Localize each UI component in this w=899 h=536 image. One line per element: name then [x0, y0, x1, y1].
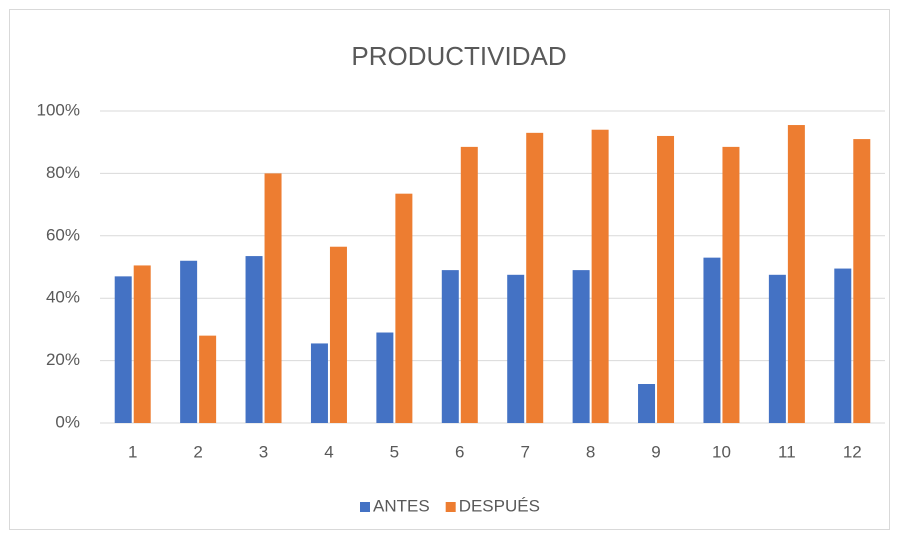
bar: [460, 146, 478, 423]
bar: [329, 246, 347, 423]
legend-swatch: [445, 502, 456, 512]
y-tick-label: 60%: [46, 225, 80, 244]
chart-title: PRODUCTIVIDAD: [351, 41, 566, 71]
bar: [180, 260, 198, 423]
bar: [199, 335, 217, 423]
y-tick-label: 40%: [46, 288, 80, 307]
bar: [310, 343, 328, 423]
x-tick-label: 1: [128, 442, 137, 461]
bar: [395, 193, 413, 423]
legend-swatch: [360, 502, 370, 512]
bar: [507, 274, 525, 423]
bar: [768, 274, 786, 423]
bar: [245, 256, 263, 423]
legend-label: DESPUÉS: [459, 496, 540, 515]
bar: [722, 146, 740, 423]
x-tick-label: 8: [586, 442, 595, 461]
y-tick-label: 80%: [46, 163, 80, 182]
x-tick-label: 4: [324, 442, 333, 461]
x-tick-label: 6: [455, 442, 464, 461]
bar: [787, 125, 805, 423]
bar: [133, 265, 151, 423]
bar: [638, 384, 656, 423]
bar: [572, 270, 590, 423]
x-tick-label: 9: [651, 442, 660, 461]
bar: [376, 332, 394, 423]
x-tick-label: 7: [520, 442, 529, 461]
legend-label: ANTES: [373, 496, 430, 515]
chart-border: [9, 9, 890, 530]
x-tick-label: 10: [712, 442, 731, 461]
bar: [114, 276, 132, 423]
x-tick-label: 3: [259, 442, 268, 461]
bar: [703, 257, 721, 423]
bar: [526, 132, 544, 423]
bar: [853, 139, 871, 423]
x-tick-label: 11: [778, 442, 796, 461]
bar: [264, 173, 282, 423]
x-tick-label: 12: [843, 442, 862, 461]
y-tick-label: 20%: [46, 350, 80, 369]
bar: [441, 270, 459, 423]
bar: [657, 135, 675, 423]
bar: [591, 129, 609, 423]
y-tick-label: 0%: [55, 412, 80, 431]
x-tick-label: 5: [390, 442, 399, 461]
x-tick-label: 2: [193, 442, 202, 461]
bar: [834, 268, 852, 423]
y-tick-label: 100%: [37, 100, 80, 119]
